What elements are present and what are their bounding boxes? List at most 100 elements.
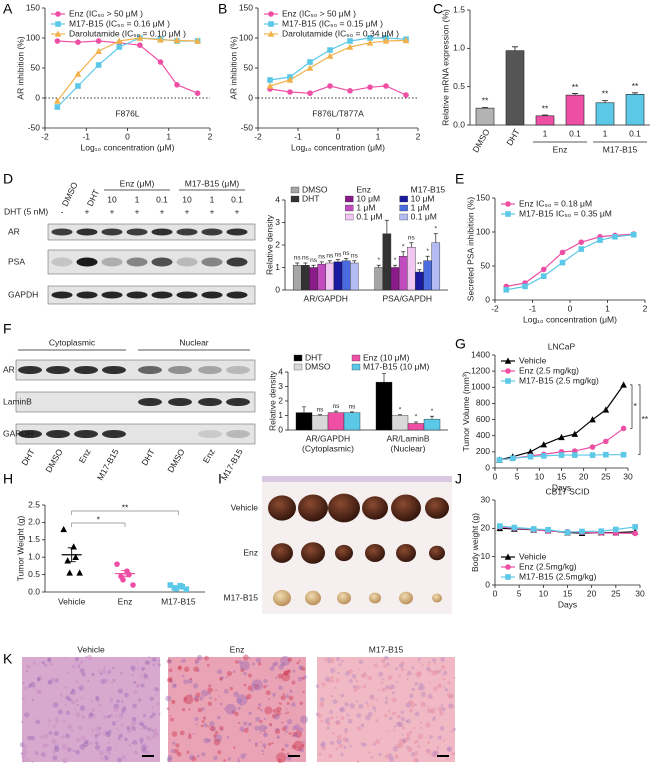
y-tick-label: 150: [26, 2, 40, 12]
cell: [64, 656, 67, 659]
error-bar: [352, 260, 357, 263]
error-bar: [602, 100, 608, 103]
cell: [233, 691, 239, 697]
cell: [247, 685, 253, 691]
cell: [243, 671, 247, 676]
tumor: [362, 496, 388, 520]
y-tick-label: 1.0: [28, 551, 40, 561]
cell: [32, 661, 37, 665]
cell: [166, 678, 172, 683]
cell: [374, 710, 377, 713]
cell: [169, 714, 171, 717]
cell: [269, 723, 273, 727]
cell: [443, 739, 446, 742]
point: [120, 577, 126, 583]
cell: [207, 691, 211, 696]
cell: [31, 760, 34, 763]
cell: [100, 678, 106, 684]
series-line: [56, 37, 198, 102]
cell: [418, 661, 421, 664]
y-tick-label: 20: [481, 523, 491, 533]
cell: [220, 728, 224, 732]
significance: ns: [333, 403, 341, 410]
cell: [287, 670, 292, 674]
significance: ns: [351, 252, 359, 259]
tumor: [298, 494, 328, 522]
cell: [224, 708, 226, 710]
cell: [37, 721, 39, 724]
cell: [442, 677, 446, 681]
x-tick-label: 0: [493, 471, 498, 481]
point: [136, 34, 144, 41]
cell: [356, 712, 362, 718]
cell: [352, 685, 356, 689]
cell: [28, 686, 31, 688]
bar: [595, 102, 615, 126]
legend-label: M17-B15 (2.5mg/kg): [519, 571, 597, 581]
cell: [281, 721, 284, 724]
band: [226, 366, 250, 374]
cell: [278, 702, 281, 704]
x-tick-label: DMSO: [470, 127, 492, 154]
x-tick-label: AR/GAPDH: [306, 433, 350, 443]
error-bar: [335, 259, 340, 262]
cell: [385, 685, 390, 690]
cell: [65, 695, 71, 701]
cell: [223, 759, 226, 762]
row-label: GAPDH: [3, 428, 33, 438]
cell: [437, 670, 441, 674]
legend-marker: [505, 574, 511, 580]
tumor: [432, 593, 442, 603]
error-bar: [393, 264, 398, 268]
band: [51, 228, 73, 236]
cell: [77, 663, 81, 667]
cell: [88, 713, 93, 718]
image-label: Vehicle: [77, 644, 105, 654]
cell: [111, 721, 117, 726]
cell: [446, 746, 453, 752]
cell: [59, 693, 63, 697]
cell: [219, 678, 222, 681]
cell: [132, 703, 137, 709]
bar: [350, 262, 359, 291]
cell: [203, 723, 208, 728]
cell: [194, 661, 198, 665]
tumor: [301, 542, 325, 564]
cell: [248, 739, 251, 742]
cell: [84, 739, 89, 745]
bar: [382, 233, 392, 291]
cell: [214, 730, 219, 735]
cell: [151, 706, 154, 709]
error-bar: [121, 569, 129, 578]
cell: [151, 729, 154, 732]
point: [64, 557, 71, 564]
y-tick-label: 800: [476, 398, 490, 408]
error-bar: [512, 46, 518, 51]
cell: [329, 667, 336, 674]
cell: [389, 756, 395, 762]
bar: [415, 271, 424, 291]
band: [101, 257, 123, 267]
band: [18, 430, 42, 438]
cell: [429, 735, 433, 739]
cell: [370, 696, 374, 701]
significance: *: [415, 414, 418, 421]
cell: [280, 655, 291, 666]
cell: [335, 720, 340, 725]
cell: [326, 726, 330, 730]
cell: [249, 722, 251, 725]
cell: [138, 698, 142, 702]
band: [226, 430, 250, 438]
y-tick-label: 400: [476, 430, 490, 440]
cell: [194, 659, 197, 662]
cell: [49, 661, 54, 667]
cell: [426, 740, 431, 745]
cell: [248, 722, 252, 727]
cell: [375, 698, 378, 701]
cell: [294, 730, 302, 738]
cell: [384, 714, 388, 718]
cell: [348, 679, 353, 684]
point: [632, 524, 638, 530]
cell: [263, 685, 267, 689]
cell: [80, 697, 84, 700]
